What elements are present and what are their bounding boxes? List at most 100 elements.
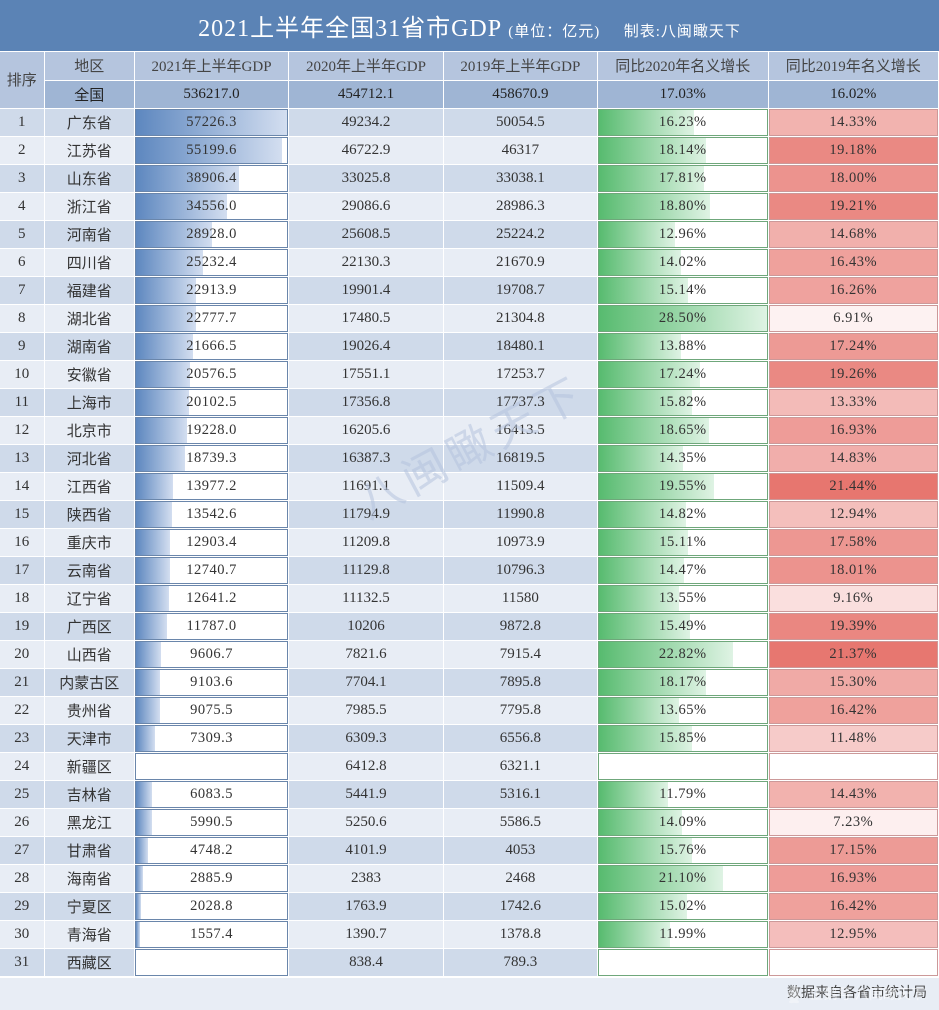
table-row: 11上海市20102.517356.817737.315.82%13.33% — [0, 388, 939, 416]
cell-gdp21: 18739.3 — [134, 444, 288, 472]
cell-gdp20: 11209.8 — [289, 528, 443, 556]
cell-g19: 16.93% — [768, 416, 938, 444]
cell-region: 福建省 — [44, 276, 134, 304]
cell-g19: 16.42% — [768, 892, 938, 920]
cell-rank: 8 — [0, 304, 44, 332]
cell-region: 海南省 — [44, 864, 134, 892]
cell-gdp19: 6321.1 — [443, 752, 597, 780]
cell-gdp20: 5250.6 — [289, 808, 443, 836]
cell-gdp21: 13542.6 — [134, 500, 288, 528]
cell-gdp21: 4748.2 — [134, 836, 288, 864]
cell-gdp21: 9075.5 — [134, 696, 288, 724]
cell-gdp21: 21666.5 — [134, 332, 288, 360]
page-title: 2021上半年全国31省市GDP (单位：亿元) 制表:八闽瞰天下 — [0, 0, 939, 52]
cell-region: 天津市 — [44, 724, 134, 752]
cell-gdp21: 12740.7 — [134, 556, 288, 584]
cell-gdp19: 17253.7 — [443, 360, 597, 388]
cell-region: 江苏省 — [44, 136, 134, 164]
cell-gdp19: 21670.9 — [443, 248, 597, 276]
cell-g20: 13.55% — [598, 584, 768, 612]
cell-g19: 19.18% — [768, 136, 938, 164]
cell-g20: 18.80% — [598, 192, 768, 220]
cell-g19: 17.58% — [768, 528, 938, 556]
penguin-icon — [784, 984, 804, 1004]
national-gdp19: 458670.9 — [443, 80, 597, 108]
cell-region: 浙江省 — [44, 192, 134, 220]
cell-gdp19: 19708.7 — [443, 276, 597, 304]
cell-gdp19: 1742.6 — [443, 892, 597, 920]
cell-rank: 2 — [0, 136, 44, 164]
cell-gdp19: 6556.8 — [443, 724, 597, 752]
col-gdp20: 2020年上半年GDP — [289, 52, 443, 80]
cell-gdp20: 11129.8 — [289, 556, 443, 584]
cell-gdp21: 1557.4 — [134, 920, 288, 948]
national-gdp20: 454712.1 — [289, 80, 443, 108]
cell-rank: 3 — [0, 164, 44, 192]
cell-g19: 19.39% — [768, 612, 938, 640]
cell-g20: 13.65% — [598, 696, 768, 724]
cell-gdp19: 50054.5 — [443, 108, 597, 136]
col-gdp19: 2019年上半年GDP — [443, 52, 597, 80]
cell-g20: 15.82% — [598, 388, 768, 416]
cell-rank: 25 — [0, 780, 44, 808]
table-row: 28海南省2885.92383246821.10%16.93% — [0, 864, 939, 892]
cell-g20: 15.76% — [598, 836, 768, 864]
cell-rank: 22 — [0, 696, 44, 724]
cell-g20: 13.88% — [598, 332, 768, 360]
cell-g20: 14.35% — [598, 444, 768, 472]
cell-gdp20: 1390.7 — [289, 920, 443, 948]
col-g20: 同比2020年名义增长 — [598, 52, 768, 80]
title-maker: 制表:八闽瞰天下 — [624, 24, 741, 40]
cell-rank: 5 — [0, 220, 44, 248]
cell-gdp20: 19901.4 — [289, 276, 443, 304]
cell-gdp19: 10796.3 — [443, 556, 597, 584]
table-row: 21内蒙古区9103.67704.17895.818.17%15.30% — [0, 668, 939, 696]
table-row: 16重庆市12903.411209.810973.915.11%17.58% — [0, 528, 939, 556]
cell-gdp21: 57226.3 — [134, 108, 288, 136]
cell-rank: 23 — [0, 724, 44, 752]
cell-gdp21: 38906.4 — [134, 164, 288, 192]
cell-rank: 28 — [0, 864, 44, 892]
cell-g19: 18.01% — [768, 556, 938, 584]
table-row: 19广西区11787.0102069872.815.49%19.39% — [0, 612, 939, 640]
cell-gdp20: 11794.9 — [289, 500, 443, 528]
cell-g20: 28.50% — [598, 304, 768, 332]
cell-gdp19: 46317 — [443, 136, 597, 164]
cell-gdp21: 20576.5 — [134, 360, 288, 388]
national-g20: 17.03% — [598, 80, 768, 108]
cell-region: 江西省 — [44, 472, 134, 500]
cell-region: 内蒙古区 — [44, 668, 134, 696]
cell-gdp19: 9872.8 — [443, 612, 597, 640]
col-gdp21: 2021年上半年GDP — [134, 52, 288, 80]
table-row: 15陕西省13542.611794.911990.814.82%12.94% — [0, 500, 939, 528]
cell-g19: 17.15% — [768, 836, 938, 864]
table-row: 8湖北省22777.717480.521304.828.50%6.91% — [0, 304, 939, 332]
cell-g19: 17.24% — [768, 332, 938, 360]
national-region: 全国 — [44, 80, 134, 108]
cell-g19: 11.48% — [768, 724, 938, 752]
cell-g20 — [598, 948, 768, 976]
cell-gdp19: 7895.8 — [443, 668, 597, 696]
national-row: 全国 536217.0 454712.1 458670.9 17.03% 16.… — [0, 80, 939, 108]
cell-gdp21: 22777.7 — [134, 304, 288, 332]
cell-gdp21: 2885.9 — [134, 864, 288, 892]
cell-g19: 16.42% — [768, 696, 938, 724]
cell-gdp20: 11132.5 — [289, 584, 443, 612]
table-row: 24新疆区6412.86321.1 — [0, 752, 939, 780]
cell-g20: 11.99% — [598, 920, 768, 948]
cell-g19: 16.43% — [768, 248, 938, 276]
national-gdp21: 536217.0 — [134, 80, 288, 108]
table-row: 23天津市7309.36309.36556.815.85%11.48% — [0, 724, 939, 752]
cell-g19 — [768, 948, 938, 976]
table-row: 30青海省1557.41390.71378.811.99%12.95% — [0, 920, 939, 948]
table-row: 26黑龙江5990.55250.65586.514.09%7.23% — [0, 808, 939, 836]
cell-g19: 16.26% — [768, 276, 938, 304]
cell-gdp19: 4053 — [443, 836, 597, 864]
cell-g20: 18.65% — [598, 416, 768, 444]
cell-gdp19: 5316.1 — [443, 780, 597, 808]
table-row: 2江苏省55199.646722.94631718.14%19.18% — [0, 136, 939, 164]
cell-region: 甘肃省 — [44, 836, 134, 864]
table-row: 31西藏区838.4789.3 — [0, 948, 939, 976]
cell-g19: 6.91% — [768, 304, 938, 332]
cell-gdp20: 4101.9 — [289, 836, 443, 864]
